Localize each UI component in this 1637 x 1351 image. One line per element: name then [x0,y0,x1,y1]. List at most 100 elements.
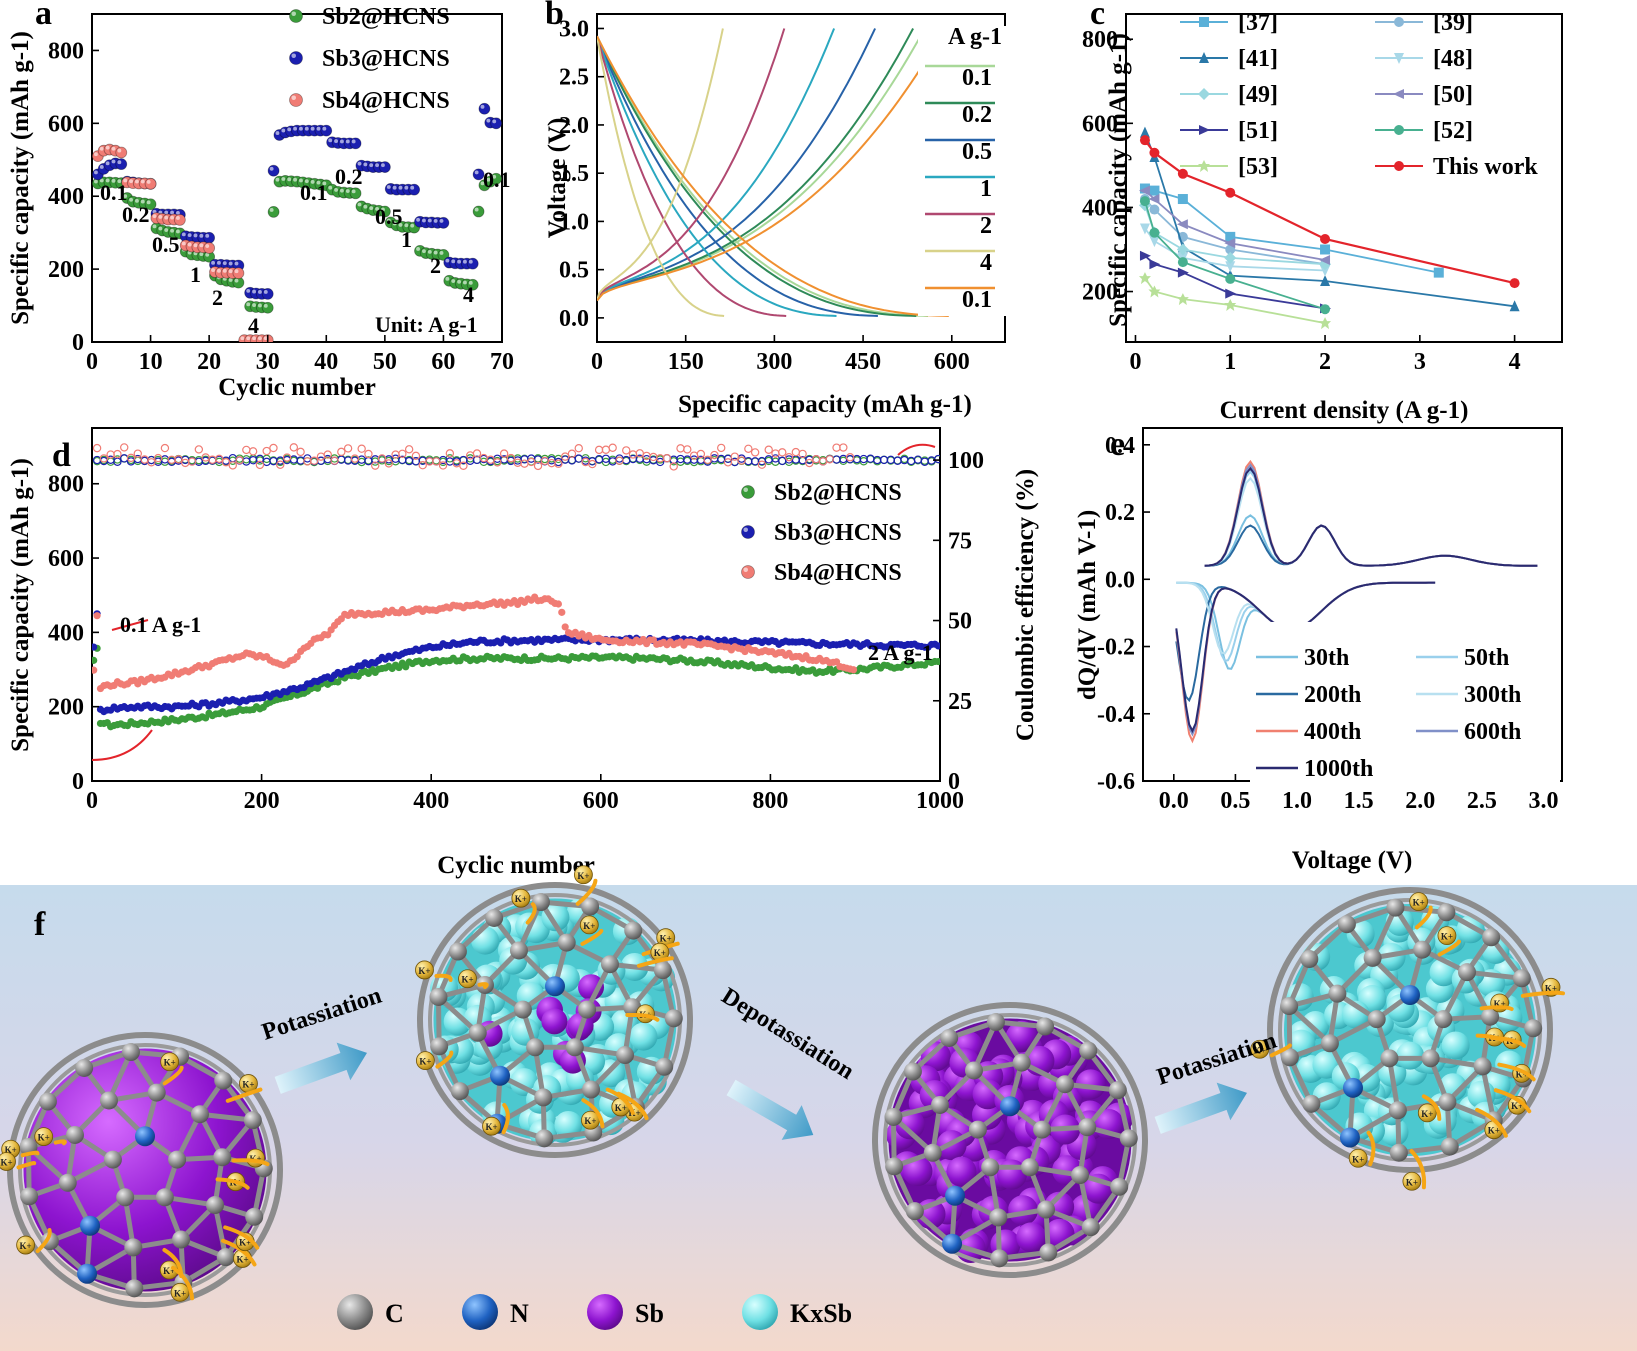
diffusion-arrow [1497,1062,1536,1082]
legend-label: [48] [1433,46,1473,72]
k-ion-label: K+ [577,871,589,881]
k-ion: K+ [1497,1062,1536,1083]
c-atom [1037,1200,1056,1219]
data-point-highlight [129,197,133,202]
k-ion: K+ [1520,977,1566,998]
c-atom [168,1150,187,1169]
c-atom [1320,1034,1339,1053]
efficiency-point [404,445,414,454]
data-point-highlight [129,179,133,184]
data-point-highlight [164,228,169,232]
diffusion-arrow [501,1102,510,1135]
data-point [1139,126,1150,138]
k-ion-label: K+ [1494,999,1506,1009]
data-point-highlight [445,258,450,263]
legend-marker-highlight [743,487,748,492]
efficiency-point [140,455,149,464]
rate-label: 0.1 [100,180,128,205]
data-point-highlight [99,165,104,169]
cage-bond [1370,906,1398,959]
efficiency-point [106,450,115,459]
data-point-highlight [164,215,169,220]
data-point-highlight [480,104,485,109]
k-ion: K+ [579,915,604,946]
k-ion: K+ [170,1265,195,1302]
k-ion: K+ [1479,993,1514,1013]
data-point-highlight [99,178,104,183]
data-point [115,158,128,171]
efficiency-point [757,460,767,469]
x-tick-label: 600 [934,349,970,375]
panel-a-x-axis-title: Cyclic number [218,374,376,401]
data-point [1149,204,1160,215]
data-point-highlight [351,189,356,194]
annotation-arrow [897,443,936,456]
x-tick-label: 800 [752,788,788,814]
data-point-highlight [451,259,456,264]
k-ion: K+ [1475,1107,1508,1140]
data-point-highlight [322,181,327,186]
legend-label: Sb3@HCNS [774,520,902,546]
y-tick-label: 400 [48,184,84,210]
k-ion-sphere [1409,892,1429,912]
c-atom [206,1196,225,1215]
efficiency-point [242,445,251,455]
data-point [1149,147,1160,158]
panel-b-label: b [545,0,564,32]
data-point-highlight [146,200,151,205]
data-point [1319,255,1331,265]
data-point [1394,53,1404,64]
c-atom [1108,1081,1127,1100]
legend-label: 400th [1304,719,1361,745]
c-atom [214,1071,233,1090]
efficiency-point [574,444,583,453]
data-point-highlight [99,146,104,151]
y-tick-label: 1.0 [559,209,589,235]
data-point-highlight [170,210,174,215]
legend-atom-label: Sb [635,1299,664,1328]
charge-curve [597,27,947,302]
efficiency-point [574,454,583,463]
diffusion-arrow [1493,1088,1532,1114]
diffusion-arrow [525,902,537,925]
legend-atom-label: N [510,1299,529,1328]
k-ion: K+ [1489,1030,1527,1050]
legend-marker [741,565,755,579]
y-tick-label: 0 [72,769,84,795]
k-ion: K+ [416,1050,454,1071]
c-atom [1039,1243,1058,1262]
sb-atom [1075,1069,1106,1100]
panel-c-x-axis-title: Current density (A g-1) [1220,397,1469,424]
k-ion-sphere [579,915,599,935]
c-atom [600,955,619,974]
charge-curve [597,28,786,301]
diffusion-arrow [20,1150,40,1158]
n-atom [1400,985,1420,1005]
data-point-highlight [340,188,344,193]
data-point-highlight [463,259,467,264]
c-atom [147,1083,166,1102]
efficiency-point [669,462,678,471]
data-point-highlight [357,161,362,166]
data-point [1320,275,1331,287]
data-point [267,205,280,218]
data-point-highlight [193,243,198,248]
data-point-highlight [146,179,151,184]
c-atom [964,1061,983,1080]
k-ion: K+ [1437,926,1461,957]
data-point-highlight [310,126,315,131]
legend-label: [53] [1238,154,1278,180]
n-atom [1339,1127,1360,1148]
data-point-highlight [427,249,432,254]
discharge-curve [597,35,929,317]
data-point [1320,233,1331,244]
k-ion: K+ [1348,1130,1376,1168]
y-tick-label: 400 [48,620,84,646]
data-point-highlight [105,161,110,166]
data-point-highlight [468,259,473,264]
data-point-highlight [140,199,145,204]
k-ion: K+ [160,1052,184,1086]
right-y-tick-label: 75 [948,528,972,554]
legend-label: 1000th [1304,756,1373,782]
data-point-highlight [111,159,116,164]
